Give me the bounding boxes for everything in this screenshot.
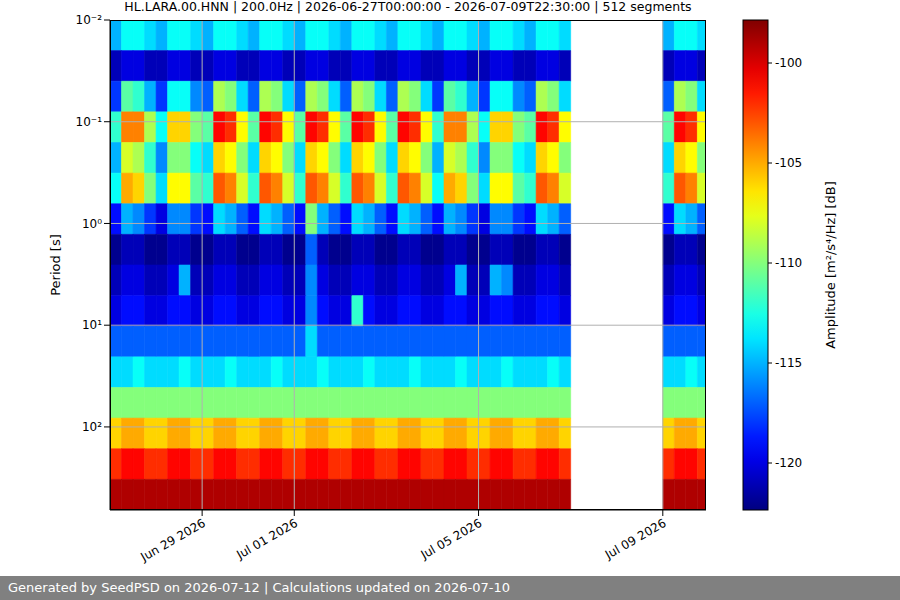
html-text:HL.LARA.00.HNN | 200.0Hz | 202: HL.LARA.00.HNN | 200.0Hz | 2026-06-27T00… [124,0,692,14]
svg-text:-120: -120 [775,456,802,470]
svg-text:-110: -110 [775,256,802,270]
svg-text:10⁻²: 10⁻² [76,13,103,27]
svg-text:Jul 05 2026: Jul 05 2026 [418,516,485,563]
svg-text:Amplitude [m²/s⁴/Hz] [dB]: Amplitude [m²/s⁴/Hz] [dB] [823,181,838,349]
svg-text:Period [s]: Period [s] [48,234,63,296]
svg-text:Jun 29 2026: Jun 29 2026 [138,516,208,565]
svg-text:10⁻¹: 10⁻¹ [76,115,103,129]
svg-text:Jul 09 2026: Jul 09 2026 [602,516,669,563]
svg-text:-105: -105 [775,156,802,170]
html-text:Generated by SeedPSD on 2026-0: Generated by SeedPSD on 2026-07-12 | Cal… [8,580,510,595]
svg-text:10⁰: 10⁰ [82,217,102,231]
svg-text:10²: 10² [82,420,102,434]
svg-text:-115: -115 [775,356,802,370]
svg-text:-100: -100 [775,56,802,70]
svg-text:10¹: 10¹ [82,318,102,332]
svg-text:Jul 01 2026: Jul 01 2026 [233,516,300,563]
